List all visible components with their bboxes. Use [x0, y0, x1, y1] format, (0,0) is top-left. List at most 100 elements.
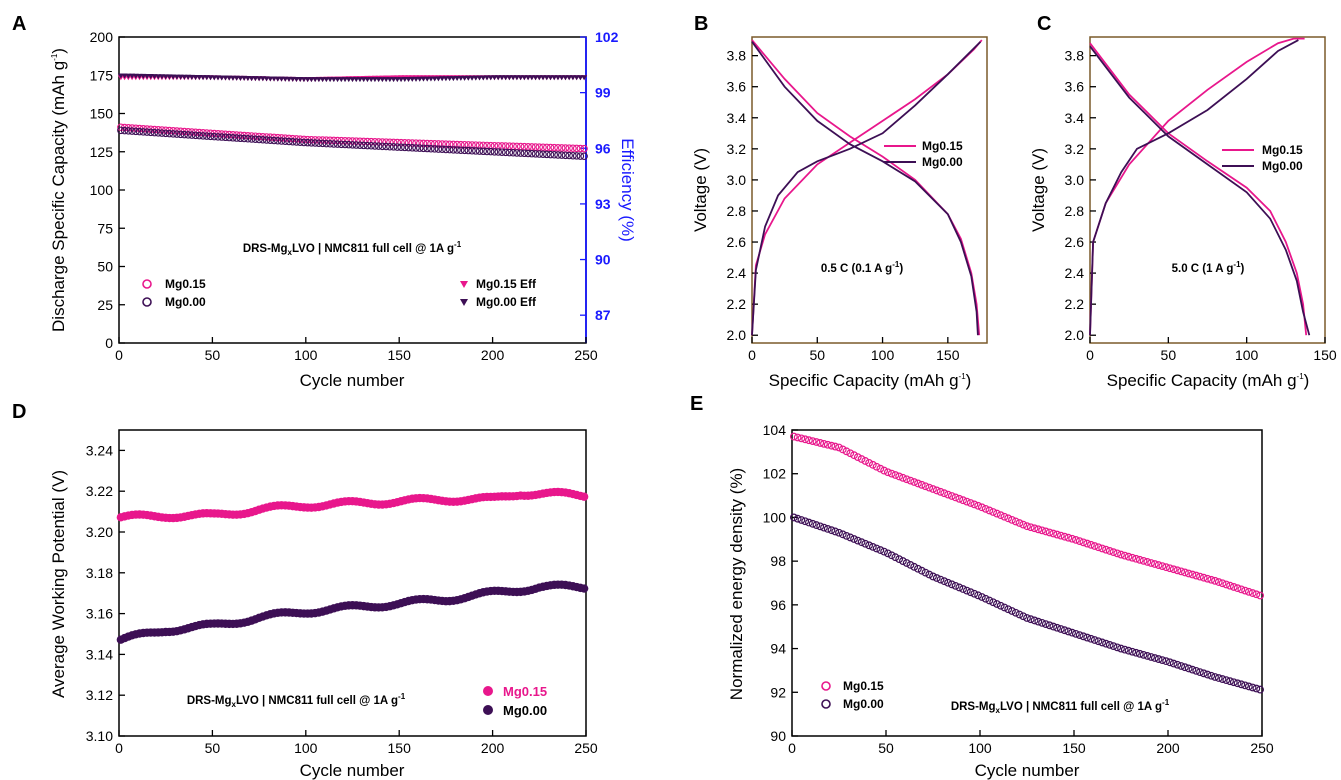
panel-a-legend-mg000: Mg0.00 [165, 295, 206, 309]
y-tick-label: 3.18 [86, 565, 113, 581]
data-point-Mg0.00 [468, 146, 476, 155]
data-point-Mg0.15 [1026, 523, 1035, 532]
panel-a-y-label: Discharge Specific Capacity (mAh g-1) [49, 48, 68, 332]
data-point-Mg0.00 [1256, 685, 1265, 694]
data-point-Mg0.00 [1211, 673, 1219, 681]
data-point-Mg0.00 [857, 538, 866, 547]
data-point-Mg0.00 [1053, 623, 1061, 632]
x-tick-label: 150 [1062, 740, 1086, 756]
data-point-Mg0.15 [805, 436, 813, 445]
legend-marker-mg000 [142, 297, 152, 307]
data-point-Mg0.00 [1192, 666, 1201, 675]
data-point-Mg0.00 Eff [427, 76, 434, 82]
panel-e-annotation: DRS-MgxLVO | NMC811 full cell @ 1A g-1 [951, 698, 1170, 715]
data-point-Mg0.15 [1248, 589, 1257, 597]
data-point-Mg0.15 [1060, 532, 1069, 541]
data-point-Mg0.15 [1004, 514, 1013, 523]
data-point-Mg0.00 Eff [394, 77, 401, 83]
data-point-Mg0.00 [959, 585, 967, 593]
data-point-Mg0.15 [835, 443, 843, 452]
data-point-Mg0.00 [887, 551, 896, 560]
data-point-Mg0.15 [853, 453, 862, 462]
data-point-Mg0.00 [951, 581, 960, 590]
data-point-Mg0.15 [1207, 575, 1216, 584]
data-point-Mg0.00 [876, 546, 885, 554]
data-point-Mg0.00 [831, 527, 840, 536]
y-tick-label: 92 [770, 684, 786, 700]
data-point-Mg0.00 [981, 594, 990, 603]
data-point-Mg0.00 [925, 570, 934, 579]
x-tick-label: 0 [748, 347, 756, 363]
data-point-Mg0.00 [1222, 676, 1231, 685]
data-point-Mg0.00 [1150, 654, 1159, 662]
panel-a-x-ticks: 0 50 100 150 200 250 [115, 337, 598, 363]
data-point-Mg0.15 [1056, 531, 1065, 540]
data-point-Mg0.15 [1102, 545, 1110, 554]
data-point-Mg0.00 [195, 131, 204, 140]
data-point-Mg0.00 [1004, 605, 1013, 614]
data-point-Mg0.15 [565, 144, 573, 152]
data-point-Mg0.00 Eff [483, 75, 490, 81]
data-point-Mg0.15 [838, 445, 847, 454]
data-point-Mg0.15 [808, 437, 817, 446]
data-point-Mg0.15 [1120, 551, 1129, 560]
data-point-Mg0.00 [1132, 648, 1140, 657]
data-point-Mg0.15 [1158, 562, 1167, 571]
data-point-Mg0.00 [929, 572, 937, 581]
panel-d-plot-area [118, 429, 587, 737]
y-tick-label: 2.6 [1065, 234, 1085, 250]
data-point-Mg0.15 [1000, 512, 1009, 521]
data-point-Mg0.00 [494, 148, 502, 156]
data-point-Mg0.00 [1237, 680, 1246, 689]
data-point-Mg0.00 [173, 130, 181, 138]
data-point-Mg0.00 [363, 141, 372, 150]
data-point-Mg0.00 [1075, 631, 1084, 640]
data-point-Mg0.00 [557, 151, 566, 159]
data-point-Mg0.00 [921, 568, 930, 577]
data-point-Mg0.00 [805, 518, 813, 527]
data-point-Mg0.15 [947, 492, 956, 500]
data-point-Mg0.15 [936, 487, 945, 496]
data-point-Mg0.15 [981, 504, 990, 513]
data-point-Mg0.15 [363, 137, 372, 146]
data-point-Mg0.15 [1079, 538, 1088, 547]
data-point-Mg0.00 [1087, 634, 1095, 643]
data-point-Mg0.15 [1241, 586, 1249, 595]
data-point-Mg0.15 [468, 141, 476, 149]
x-tick-label: 150 [936, 347, 960, 363]
data-point-Mg0.15 [797, 434, 806, 443]
panel-b-y-label: Voltage (V) [691, 148, 710, 232]
data-point-Mg0.15 [408, 139, 417, 147]
curve-Mg0.00-discharge [751, 41, 979, 336]
data-point-Mg0.15 [887, 469, 896, 478]
data-point-Mg0.00 [1008, 607, 1016, 615]
data-point-Mg0.15 [1177, 567, 1186, 576]
y-tick-label: 2.4 [727, 265, 747, 281]
data-point-Mg0.00 [247, 135, 256, 143]
panel-e-y-label: Normalized energy density (%) [727, 468, 746, 700]
y-tick-label: 2.4 [1065, 265, 1085, 281]
data-point-Mg0.00 [1124, 646, 1133, 655]
data-point-Mg0.00 Eff [581, 75, 588, 81]
x-tick-label: 200 [1156, 740, 1180, 756]
data-point-Mg0.00 [820, 523, 828, 532]
data-point-Mg0.15 [1229, 583, 1238, 591]
data-point-Mg0.00 [531, 150, 540, 158]
data-point-Mg0.15 [386, 138, 394, 147]
data-point-Mg0.00 [255, 135, 263, 144]
data-point-Mg0.15 [1049, 529, 1058, 538]
data-point-Mg0.00 [315, 139, 323, 147]
data-point-Mg0.00 [486, 147, 495, 156]
data-point-Mg0.00 Eff [457, 75, 464, 81]
panel-d-x-label: Cycle number [300, 761, 405, 780]
data-point-Mg0.00 [853, 536, 862, 545]
data-point-Mg0.15 [1154, 561, 1163, 569]
data-point-Mg0.00 [505, 148, 514, 157]
x-tick-label: 0 [1086, 347, 1094, 363]
y-tick-label: 87 [595, 307, 611, 323]
data-point-Mg0.00 [1102, 639, 1110, 648]
curve-Mg0.00-charge [1089, 39, 1299, 336]
data-point-Mg0.15 [1165, 564, 1174, 573]
data-point-Mg0.15 [820, 439, 828, 448]
x-tick-label: 0 [788, 740, 796, 756]
